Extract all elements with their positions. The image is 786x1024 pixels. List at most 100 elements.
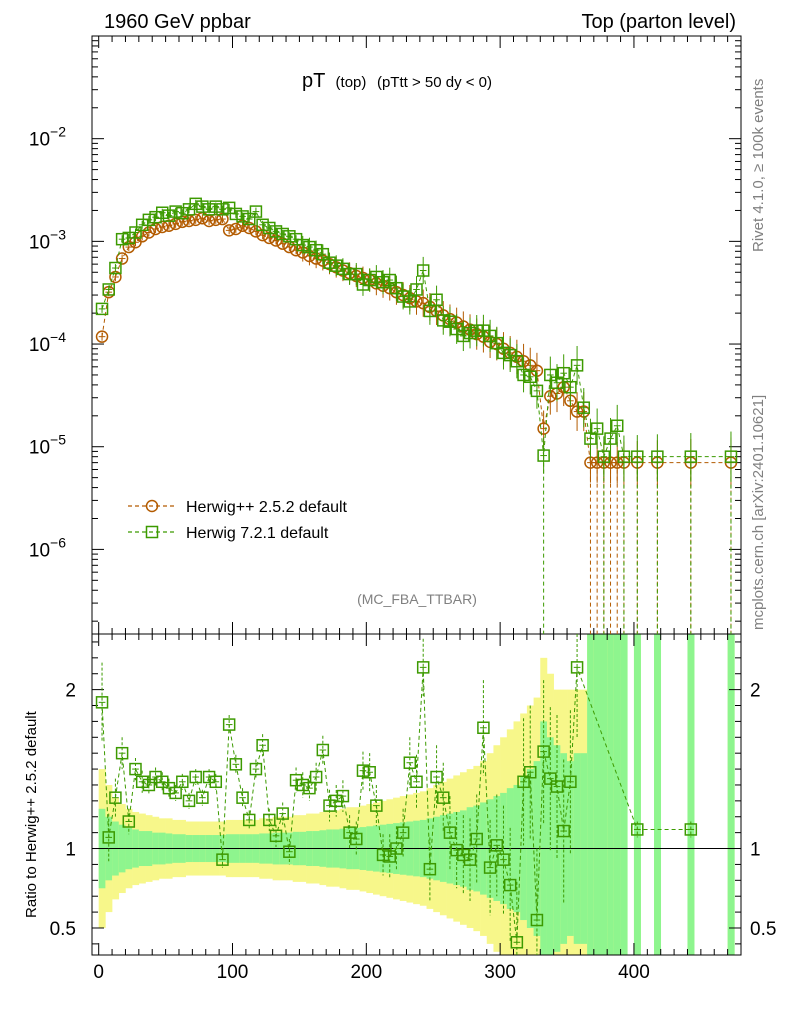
ratio-point-square	[497, 853, 510, 866]
legend-entry-herwig7[interactable]: Herwig 7.2.1 default	[128, 525, 329, 542]
ratio-point-square	[396, 826, 410, 839]
header-right: Top (parton level)	[581, 11, 736, 33]
x-tick-label: 200	[350, 962, 382, 983]
data-point-circle	[263, 231, 276, 245]
ratio-y-tick-label: 0.5	[50, 919, 76, 940]
band-inner-bin	[600, 634, 608, 955]
ratio-point-square	[115, 746, 129, 760]
data-point-square	[437, 314, 450, 327]
data-point-square	[537, 449, 550, 462]
data-point-circle	[149, 222, 162, 236]
data-point-square	[557, 366, 570, 380]
ratio-point-square	[477, 721, 490, 735]
data-point-square	[724, 450, 738, 463]
ratio-point-square	[416, 661, 430, 674]
data-point-square	[416, 264, 430, 277]
data-point-square	[323, 256, 336, 269]
ratio-ylabel: Ratio to Herwig++ 2.5.2 default	[23, 710, 40, 918]
y-tick-label-exponent: −3	[50, 226, 66, 242]
data-point-circle	[142, 226, 156, 239]
ratio-point-square	[483, 861, 497, 874]
ratio-point-square	[510, 936, 524, 949]
y-tick-label: 10−6	[29, 534, 66, 561]
data-point-square	[570, 359, 584, 372]
y-tick-label-exponent: −2	[50, 124, 66, 140]
ratio-point-square	[544, 772, 557, 785]
data-point-circle	[156, 220, 169, 234]
ratio-point-square	[276, 807, 289, 820]
y-tick-label: 10−3	[29, 226, 66, 253]
data-point-square	[610, 419, 624, 433]
ratio-point-square	[303, 781, 316, 795]
band-inner-bin	[546, 737, 554, 955]
data-point-square	[209, 200, 223, 213]
data-point-square	[149, 210, 162, 224]
ratio-point-square	[142, 778, 156, 792]
data-point-square	[162, 209, 176, 222]
rivet-version-label: Rivet 4.1.0, ≥ 100k events	[750, 79, 767, 252]
data-point-square	[390, 281, 403, 295]
data-point-circle	[222, 224, 236, 237]
ratio-series-line	[101, 667, 691, 943]
data-point-circle	[209, 213, 223, 227]
data-point-square	[430, 293, 443, 306]
ratio-point-square	[269, 829, 283, 843]
ratio-point-square	[383, 850, 396, 863]
ratio-point-square	[129, 762, 142, 776]
legend-label-herwigpp: Herwig++ 2.5.2 default	[186, 499, 348, 516]
data-point-square	[523, 370, 537, 384]
band-inner-bin	[727, 634, 735, 955]
ratio-point-square	[109, 791, 122, 804]
y-tick-label-base: 10	[29, 130, 50, 151]
data-point-square	[283, 230, 296, 243]
data-point-square	[631, 450, 644, 463]
data-point-square	[497, 346, 510, 360]
data-point-square	[617, 450, 631, 463]
x-tick-label: 300	[484, 962, 516, 983]
analysis-tag: (MC_FBA_TTBAR)	[357, 591, 477, 607]
plot-title-main: pT	[302, 70, 325, 92]
data-point-square	[376, 275, 390, 289]
data-point-square	[263, 221, 276, 235]
ratio-point-square	[370, 799, 383, 812]
mcplots-label: mcplots.cern.ch [arXiv:2401.10621]	[750, 395, 767, 630]
data-point-square	[544, 368, 557, 382]
ratio-point-square	[135, 775, 149, 789]
band-inner-bin	[687, 634, 695, 955]
data-point-square	[450, 322, 463, 336]
ratio-panel-frame	[91, 633, 742, 956]
ratio-point-square	[316, 743, 330, 757]
data-point-circle	[189, 213, 202, 227]
ratio-point-square	[410, 775, 423, 789]
ratio-point-square	[490, 839, 504, 852]
band-inner-bin	[607, 634, 615, 955]
data-point-square	[296, 238, 310, 252]
ratio-y-tick-label-right: 1	[750, 840, 761, 861]
ratio-y-tick-label: 1	[65, 840, 76, 861]
data-point-square	[530, 384, 544, 398]
y-tick-label: 10−2	[29, 124, 66, 151]
data-point-square	[115, 232, 129, 246]
data-point-square	[564, 380, 577, 394]
data-point-square	[202, 203, 216, 216]
ratio-point-square	[470, 832, 483, 846]
ratio-point-square	[156, 775, 169, 789]
ratio-point-square	[263, 813, 276, 827]
data-point-square	[242, 212, 256, 226]
ratio-point-square	[463, 853, 477, 866]
ratio-point-square	[437, 791, 450, 804]
ratio-point-square	[350, 832, 363, 846]
ratio-y-tick-label-right: 0.5	[750, 919, 776, 940]
main-series	[95, 197, 738, 634]
legend-marker-square	[145, 525, 159, 539]
data-point-square	[109, 261, 122, 275]
ratio-point-square	[182, 794, 196, 808]
legend-entry-herwigpp[interactable]: Herwig++ 2.5.2 default	[128, 499, 348, 516]
data-point-square	[584, 432, 597, 445]
ratio-point-square	[570, 661, 584, 674]
ratio-uncertainty-bands	[98, 634, 735, 955]
data-point-square	[169, 205, 182, 218]
ratio-point-square	[242, 813, 256, 827]
band-inner-bin	[593, 634, 601, 955]
